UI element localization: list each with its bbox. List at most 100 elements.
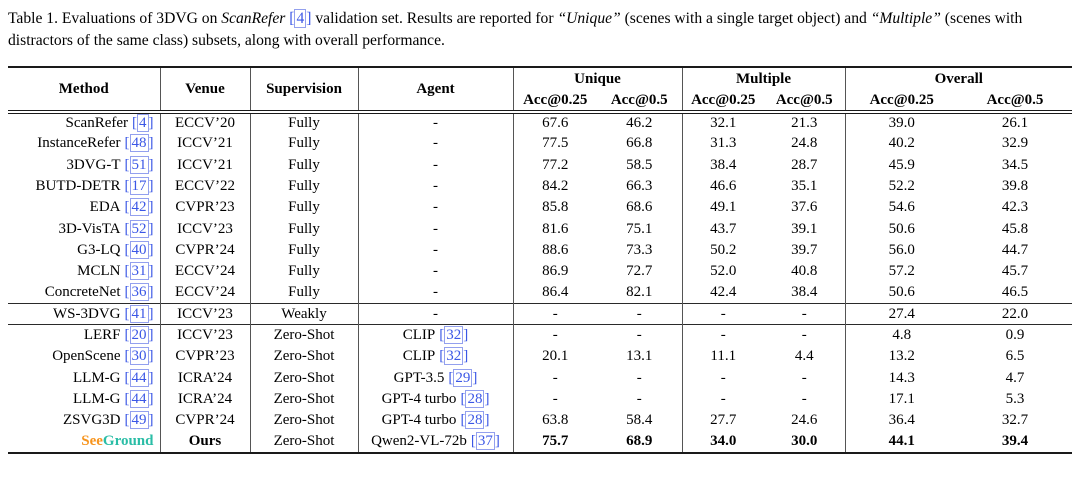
multiple-acc5-cell: 24.8 (764, 133, 846, 155)
method-cell: EDA[42] (8, 197, 161, 219)
method-cell: SeeGround (8, 431, 161, 453)
citation-link[interactable]: [44] (124, 390, 154, 408)
method-cell: BUTD-DETR[17] (8, 175, 161, 198)
caption-scanrefer: ScanRefer (221, 10, 286, 27)
venue-cell: Ours (160, 431, 251, 453)
overall-acc5-cell: 26.1 (1001, 115, 1029, 132)
supervision-cell: Zero-Shot (250, 324, 359, 347)
method-name: WS-3DVG (53, 305, 121, 322)
multiple-acc5-cell: 37.6 (764, 197, 846, 219)
multiple-acc5-cell: 21.3 (764, 112, 846, 134)
supervision-cell: Zero-Shot (250, 431, 359, 453)
supervision-cell: Fully (250, 133, 359, 155)
table-row: G3-LQ[40] CVPR’24 Fully - 88.6 73.3 50.2… (8, 239, 1072, 262)
multiple-acc25-cell: 43.7 (710, 220, 737, 237)
agent-cell: - (358, 218, 514, 240)
citation-link[interactable]: [28] (460, 390, 490, 408)
citation-link[interactable]: [31] (124, 262, 154, 281)
citation-link[interactable]: [51] (124, 155, 154, 174)
method-cell: InstanceRefer[48] (8, 133, 161, 155)
table-row: ZSVG3D[49] CVPR’24 Zero-Shot GPT-4 turbo… (8, 410, 1072, 432)
citation-link[interactable]: [4] (132, 114, 154, 133)
citation-link[interactable]: [37] (470, 432, 500, 451)
overall-acc5-cell: 32.7 (1001, 412, 1029, 429)
unique-acc5-cell: 46.2 (597, 112, 683, 134)
table-row: MCLN[31] ECCV’24 Fully - 86.9 72.7 52.0 … (8, 261, 1072, 283)
unique-acc5-cell: 66.8 (597, 133, 683, 155)
multiple-acc5-cell: 24.6 (764, 410, 846, 432)
method-cell: LERF[20] (8, 324, 161, 347)
overall-acc5-cell: 5.3 (1005, 391, 1025, 407)
citation-link[interactable]: [36] (124, 283, 154, 302)
citation-link[interactable]: [49] (124, 411, 154, 430)
unique-acc5-cell: 72.7 (597, 261, 683, 283)
unique-acc25-cell: 63.8 (542, 412, 569, 429)
col-header-method: Method (8, 67, 161, 114)
citation-link[interactable]: [20] (124, 326, 154, 345)
overall-acc5-cell: 45.7 (1001, 263, 1029, 280)
citation-link[interactable]: [40] (124, 240, 154, 259)
agent-name: GPT-4 turbo (381, 412, 457, 429)
venue-cell: CVPR’24 (160, 239, 251, 262)
citation-link[interactable]: [28] (460, 411, 490, 430)
overall-acc25-cell: 4.8 (845, 324, 958, 347)
method-name: ZSVG3D (62, 412, 121, 429)
agent-cell: - (358, 154, 514, 176)
citation-link[interactable]: [32] (439, 326, 469, 345)
agent-cell: GPT-3.5[29] (358, 367, 514, 389)
overall-acc5-cell: 22.0 (958, 303, 1073, 325)
overall-acc5-cell: 4.7 (1005, 369, 1025, 386)
citation-link[interactable]: [17] (124, 177, 154, 196)
agent-cell: - (358, 133, 514, 155)
agent-cell: - (358, 112, 514, 134)
citation-link[interactable]: [29] (448, 368, 478, 387)
multiple-acc25-cell: 34.0 (710, 433, 737, 450)
overall-acc5-cell: 34.5 (1001, 156, 1029, 173)
supervision-cell: Weakly (250, 303, 359, 325)
unique-acc25-cell: - (513, 303, 597, 325)
col-header-venue: Venue (160, 67, 251, 114)
unique-acc5-cell: 73.3 (597, 239, 683, 262)
venue-cell: ICCV’21 (160, 133, 251, 155)
group-header-overall: Overall (934, 70, 983, 87)
unique-acc5-cell: 82.1 (597, 282, 683, 304)
table-row: InstanceRefer[48] ICCV’21 Fully - 77.5 6… (8, 133, 1072, 155)
citation-link[interactable]: [41] (124, 304, 154, 323)
overall-acc25-cell: 45.9 (888, 156, 915, 173)
unique-acc5-cell: 68.6 (597, 197, 683, 219)
subheader-overall-acc5: Acc@0.5 (958, 90, 1073, 114)
multiple-acc25-cell: - (682, 324, 764, 347)
citation-link[interactable]: [42] (124, 198, 154, 217)
agent-cell: - (358, 282, 514, 304)
citation-link[interactable]: [44] (124, 368, 154, 387)
supervision-cell: Fully (250, 175, 359, 198)
multiple-acc5-cell: - (764, 303, 846, 325)
citation-link[interactable]: [4] (289, 9, 312, 28)
table-row: 3DVG-T[51] ICCV’21 Fully - 77.2 58.5 38.… (8, 154, 1072, 176)
unique-acc25-cell: 20.1 (542, 348, 569, 365)
section-weakly-supervised: WS-3DVG[41] ICCV’23 Weakly - - - - - 27.… (8, 303, 1073, 325)
overall-acc25-cell: 52.2 (888, 178, 915, 195)
citation-link[interactable]: [48] (124, 134, 154, 153)
subheader-unique-acc5: Acc@0.5 (597, 90, 683, 114)
overall-acc5-cell: 46.5 (1001, 284, 1029, 301)
venue-cell: CVPR’24 (160, 410, 251, 432)
citation-link[interactable]: [52] (124, 219, 154, 238)
table-row-seeground: SeeGround Ours Zero-Shot Qwen2-VL-72b[37… (8, 431, 1072, 453)
citation-link[interactable]: [30] (124, 347, 154, 366)
agent-name: CLIP (402, 348, 436, 365)
caption-text: (scenes with distractors of the same cla… (8, 10, 1023, 49)
venue-cell: ICCV’23 (160, 324, 251, 347)
multiple-acc25-cell: 31.3 (710, 135, 737, 152)
citation-link[interactable]: [32] (439, 347, 469, 366)
unique-acc25-cell: 86.4 (542, 284, 569, 301)
venue-cell: ICCV’23 (160, 303, 251, 325)
supervision-cell: Zero-Shot (250, 346, 359, 368)
method-name-see: See (81, 433, 103, 450)
venue-cell: ECCV’24 (160, 261, 251, 283)
overall-acc25-cell: 57.2 (888, 263, 915, 280)
overall-acc25-cell: 50.6 (888, 284, 915, 301)
method-name: LERF (83, 327, 121, 344)
overall-acc25-cell: 17.1 (888, 391, 915, 407)
multiple-acc5-cell: 39.7 (764, 239, 846, 262)
